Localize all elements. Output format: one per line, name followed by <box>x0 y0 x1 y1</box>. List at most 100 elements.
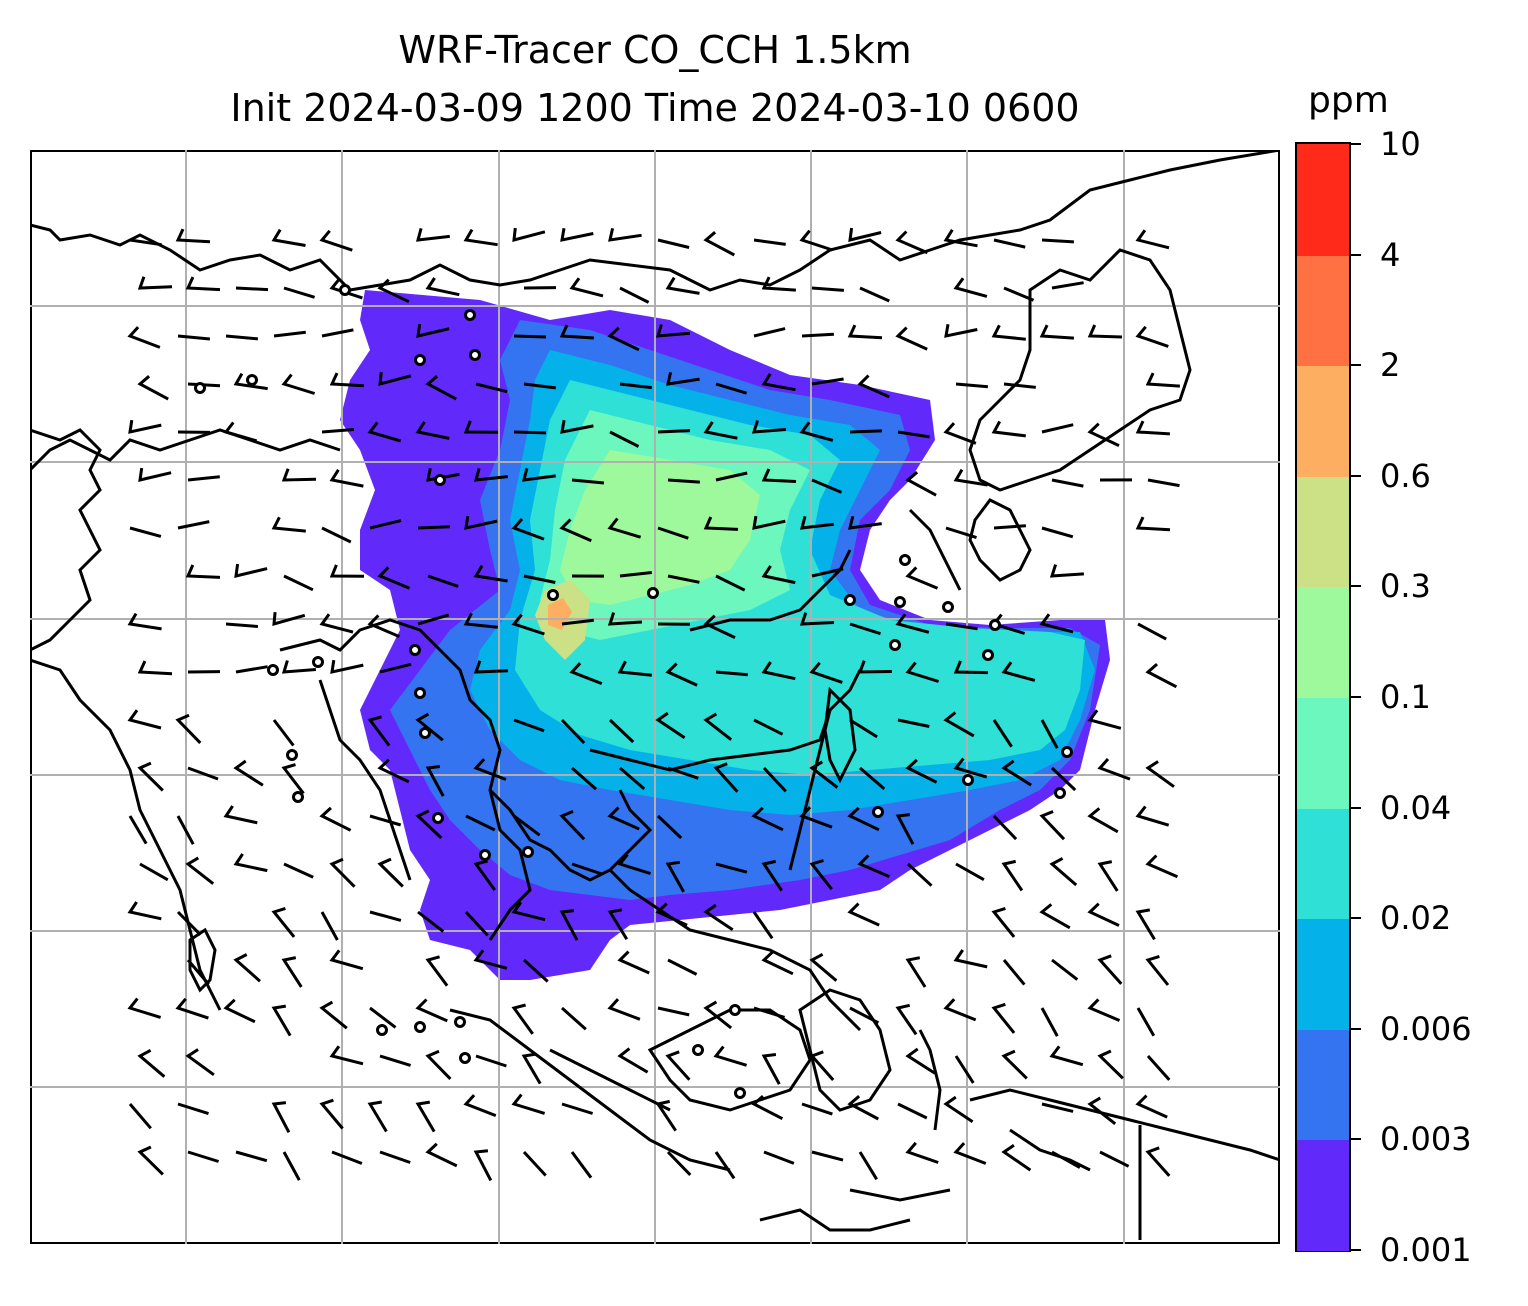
wind-barb <box>176 910 202 936</box>
calm-wind-station <box>1054 787 1066 799</box>
wind-barb <box>233 953 261 983</box>
wind-barb <box>175 228 211 244</box>
wind-barb <box>233 759 264 787</box>
wind-barb <box>619 382 652 390</box>
calm-wind-station <box>419 727 431 739</box>
wind-barb <box>425 1049 452 1080</box>
wind-barb <box>751 1094 784 1121</box>
wind-barb <box>1097 954 1123 985</box>
wind-barb <box>954 1055 975 1084</box>
calm-wind-station <box>194 382 206 394</box>
wind-barb <box>463 420 499 434</box>
wind-barb <box>137 1048 166 1078</box>
wind-barb <box>799 806 833 829</box>
calm-wind-station <box>734 1087 746 1099</box>
wind-barb <box>943 998 977 1022</box>
wind-barb <box>379 1150 411 1164</box>
wind-barb <box>761 661 796 681</box>
wind-barb <box>849 1006 880 1025</box>
wind-barb <box>993 524 1027 530</box>
wind-barb <box>186 959 210 986</box>
wind-barb <box>127 612 162 631</box>
calm-wind-station <box>409 644 421 656</box>
wind-barb <box>271 906 296 938</box>
wind-barb <box>1136 1007 1156 1037</box>
wind-barb <box>666 371 700 386</box>
wind-barb <box>281 660 317 674</box>
calm-wind-station <box>434 474 446 486</box>
wind-barb <box>1001 759 1032 787</box>
wind-barb <box>753 238 786 246</box>
wind-barb <box>665 860 686 893</box>
wind-barb <box>319 806 352 832</box>
wind-barb <box>272 719 295 747</box>
wind-barb <box>1145 954 1170 986</box>
wind-barb <box>752 911 774 940</box>
wind-barb <box>655 324 691 338</box>
calm-wind-station <box>246 374 258 386</box>
wind-barb <box>1145 854 1178 879</box>
wind-barb <box>417 613 450 626</box>
wind-barb <box>955 862 985 882</box>
wind-barb <box>859 286 890 303</box>
wind-barb <box>847 324 883 340</box>
wind-barb <box>753 718 784 736</box>
colorbar-tick <box>1351 474 1361 477</box>
wind-barb <box>848 515 882 530</box>
wind-barb <box>319 1098 344 1130</box>
wind-barb <box>1049 1045 1084 1067</box>
wind-barb <box>665 662 698 687</box>
wind-barb <box>761 950 794 976</box>
wind-barb <box>1001 859 1024 892</box>
wind-barb <box>379 662 412 674</box>
wind-barb <box>906 862 933 887</box>
wind-barb <box>369 1006 397 1029</box>
wind-barb <box>1145 662 1178 689</box>
calm-wind-station <box>729 1004 741 1016</box>
wind-barb <box>849 429 883 434</box>
wind-barb <box>369 910 402 922</box>
calm-wind-station <box>454 1016 466 1028</box>
wind-barb <box>223 998 256 1024</box>
wind-barb <box>703 1000 733 1030</box>
wind-barb <box>953 660 989 675</box>
wind-barb <box>329 857 356 888</box>
wind-barb <box>857 854 890 878</box>
wind-barb <box>282 1151 301 1181</box>
wind-barb <box>330 659 364 674</box>
wind-barb <box>559 810 586 841</box>
wind-barb <box>607 908 629 940</box>
wind-barb <box>235 1150 268 1163</box>
calm-wind-station <box>547 589 559 601</box>
wind-barb <box>137 1145 164 1176</box>
wind-barb <box>185 564 221 579</box>
wind-barb <box>1087 709 1122 730</box>
station-markers <box>194 284 1073 1099</box>
wind-barb <box>715 862 748 874</box>
wind-barb <box>657 1006 690 1017</box>
wind-barb <box>991 1002 1016 1034</box>
wind-barb <box>233 372 268 391</box>
wind-barb <box>617 853 651 876</box>
wind-barb <box>319 229 353 252</box>
wind-barb <box>570 1151 593 1179</box>
wind-barb <box>223 421 258 443</box>
wind-barb <box>425 765 445 797</box>
wind-barb <box>991 906 1016 938</box>
wind-barb <box>377 566 411 590</box>
colorbar-tick <box>1351 917 1361 920</box>
wind-barb <box>1041 526 1074 539</box>
wind-barb <box>187 475 220 482</box>
wind-barb <box>283 574 314 592</box>
colorbar-tick-label: 0.02 <box>1380 899 1452 938</box>
wind-barb <box>811 286 845 292</box>
wind-barb <box>1087 1096 1117 1125</box>
wind-barb <box>655 711 686 739</box>
wind-barb <box>897 718 930 728</box>
wind-barb <box>753 327 786 338</box>
wind-barb <box>617 660 652 677</box>
wind-barb <box>523 382 556 390</box>
wind-barb <box>801 1102 833 1116</box>
wind-barb <box>944 323 978 338</box>
wind-barb <box>665 1050 691 1081</box>
